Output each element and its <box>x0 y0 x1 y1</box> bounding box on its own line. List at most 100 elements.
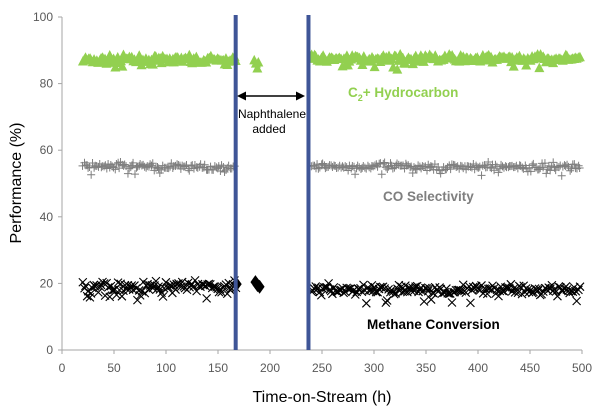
co-selectivity-point <box>534 165 543 174</box>
methane-conversion-point <box>105 292 115 302</box>
co-selectivity-point <box>494 168 503 177</box>
methane-conversion-point <box>382 296 392 305</box>
methane-conversion-point <box>405 283 415 293</box>
co-selectivity-point <box>318 159 327 168</box>
co-selectivity-point <box>120 160 129 169</box>
co-selectivity-point <box>148 159 157 168</box>
co-selectivity-point <box>377 170 386 179</box>
co-selectivity-point <box>196 160 205 169</box>
y-tick-label: 0 <box>46 343 53 357</box>
methane-conversion-point <box>112 290 121 300</box>
co-selectivity-point <box>129 158 138 167</box>
methane-conversion-point <box>93 287 103 297</box>
arrow-head-left <box>237 91 246 101</box>
methane-conversion-point <box>316 290 326 300</box>
co-selectivity-point <box>126 163 135 172</box>
x-tick-label: 150 <box>208 361 228 375</box>
co-selectivity-point <box>123 169 132 178</box>
methane-conversion-point <box>466 298 475 308</box>
methane-conversion-point <box>426 295 436 304</box>
methane-conversion-point <box>419 297 429 306</box>
methane-conversion-point <box>202 293 212 303</box>
event-lines <box>233 15 311 350</box>
methane-conversion-point <box>78 277 88 287</box>
co-selectivity-point <box>380 158 389 167</box>
co-selectivity-point <box>549 158 558 167</box>
data-series <box>77 48 585 308</box>
y-tick-label: 40 <box>40 210 54 224</box>
naphthalene-arrow <box>237 91 305 101</box>
methane-conversion-point <box>357 287 367 297</box>
methane-conversion-point <box>350 290 360 299</box>
co-selectivity-point <box>180 162 189 171</box>
co-selectivity-point <box>539 163 548 172</box>
co-selectivity-point <box>130 170 139 179</box>
co-selectivity-label: CO Selectivity <box>383 189 474 204</box>
co-selectivity-point <box>557 171 566 180</box>
x-tick-label: 250 <box>312 361 332 375</box>
methane-conversion-point <box>523 285 533 295</box>
methane-conversion-point <box>422 284 432 293</box>
y-tick-label: 20 <box>40 276 54 290</box>
hydrocarbon-point <box>117 61 128 71</box>
hydrocarbon-point <box>521 59 532 70</box>
methane-conversion-point <box>88 283 97 293</box>
methane-conversion-point <box>133 295 142 305</box>
methane-conversion-point <box>103 282 113 292</box>
x-tick-label: 350 <box>416 361 436 375</box>
methane-conversion-point <box>411 282 420 292</box>
co-selectivity-point <box>566 166 575 175</box>
co-selectivity-point <box>474 163 483 172</box>
x-tick-label: 400 <box>468 361 488 375</box>
hydrocarbon-point <box>508 61 519 71</box>
hydrocarbon-label-c: C <box>348 85 358 100</box>
co-selectivity-point <box>155 169 164 178</box>
methane-conversion-point <box>501 283 510 292</box>
hydrocarbon-point <box>253 57 264 67</box>
methane-conversion-point <box>154 282 163 291</box>
methane-conversion-point <box>506 279 516 289</box>
x-tick-label: 450 <box>520 361 540 375</box>
co-selectivity-point <box>112 159 121 168</box>
co-selectivity-point <box>554 163 563 172</box>
hydrocarbon-point <box>369 61 380 72</box>
methane-conversion-point <box>217 287 226 297</box>
methane-conversion-point <box>113 278 123 287</box>
co-selectivity-point <box>575 163 584 172</box>
co-selectivity-point <box>200 160 209 169</box>
hydrocarbon-point <box>574 51 585 62</box>
x-tick-label: 200 <box>260 361 280 375</box>
methane-conversion-point <box>152 284 162 294</box>
methane-conversion-point <box>575 282 585 292</box>
methane-conversion-point <box>96 280 106 290</box>
diamond-point <box>254 279 265 294</box>
methane-conversion-point <box>124 285 134 294</box>
methane-conversion-point <box>172 279 181 289</box>
x-tick-label: 0 <box>59 361 66 375</box>
x-tick-label: 100 <box>156 361 176 375</box>
co-selectivity-point <box>570 160 579 169</box>
co-selectivity-point <box>390 163 399 172</box>
hydrocarbon-point <box>252 62 263 73</box>
series-co-selectivity <box>78 157 584 180</box>
co-selectivity-point <box>115 164 124 173</box>
methane-conversion-point <box>221 280 231 289</box>
co-selectivity-point <box>408 168 417 177</box>
methane-conversion-label: Methane Conversion <box>367 317 500 332</box>
arrow-head-right <box>296 91 305 101</box>
methane-conversion-point <box>572 296 582 306</box>
co-selectivity-point <box>314 164 323 173</box>
naphthalene-label-line1: Naphthalene <box>238 107 306 121</box>
x-tick-label: 500 <box>572 361 592 375</box>
co-selectivity-point <box>446 165 455 174</box>
methane-conversion-point <box>158 292 168 301</box>
methane-conversion-point <box>137 287 147 296</box>
co-selectivity-point <box>526 167 535 176</box>
methane-conversion-point <box>81 281 90 291</box>
x-tick-label: 300 <box>364 361 384 375</box>
co-selectivity-point <box>484 157 493 166</box>
co-selectivity-point <box>222 166 231 175</box>
methane-conversion-point <box>343 284 353 294</box>
